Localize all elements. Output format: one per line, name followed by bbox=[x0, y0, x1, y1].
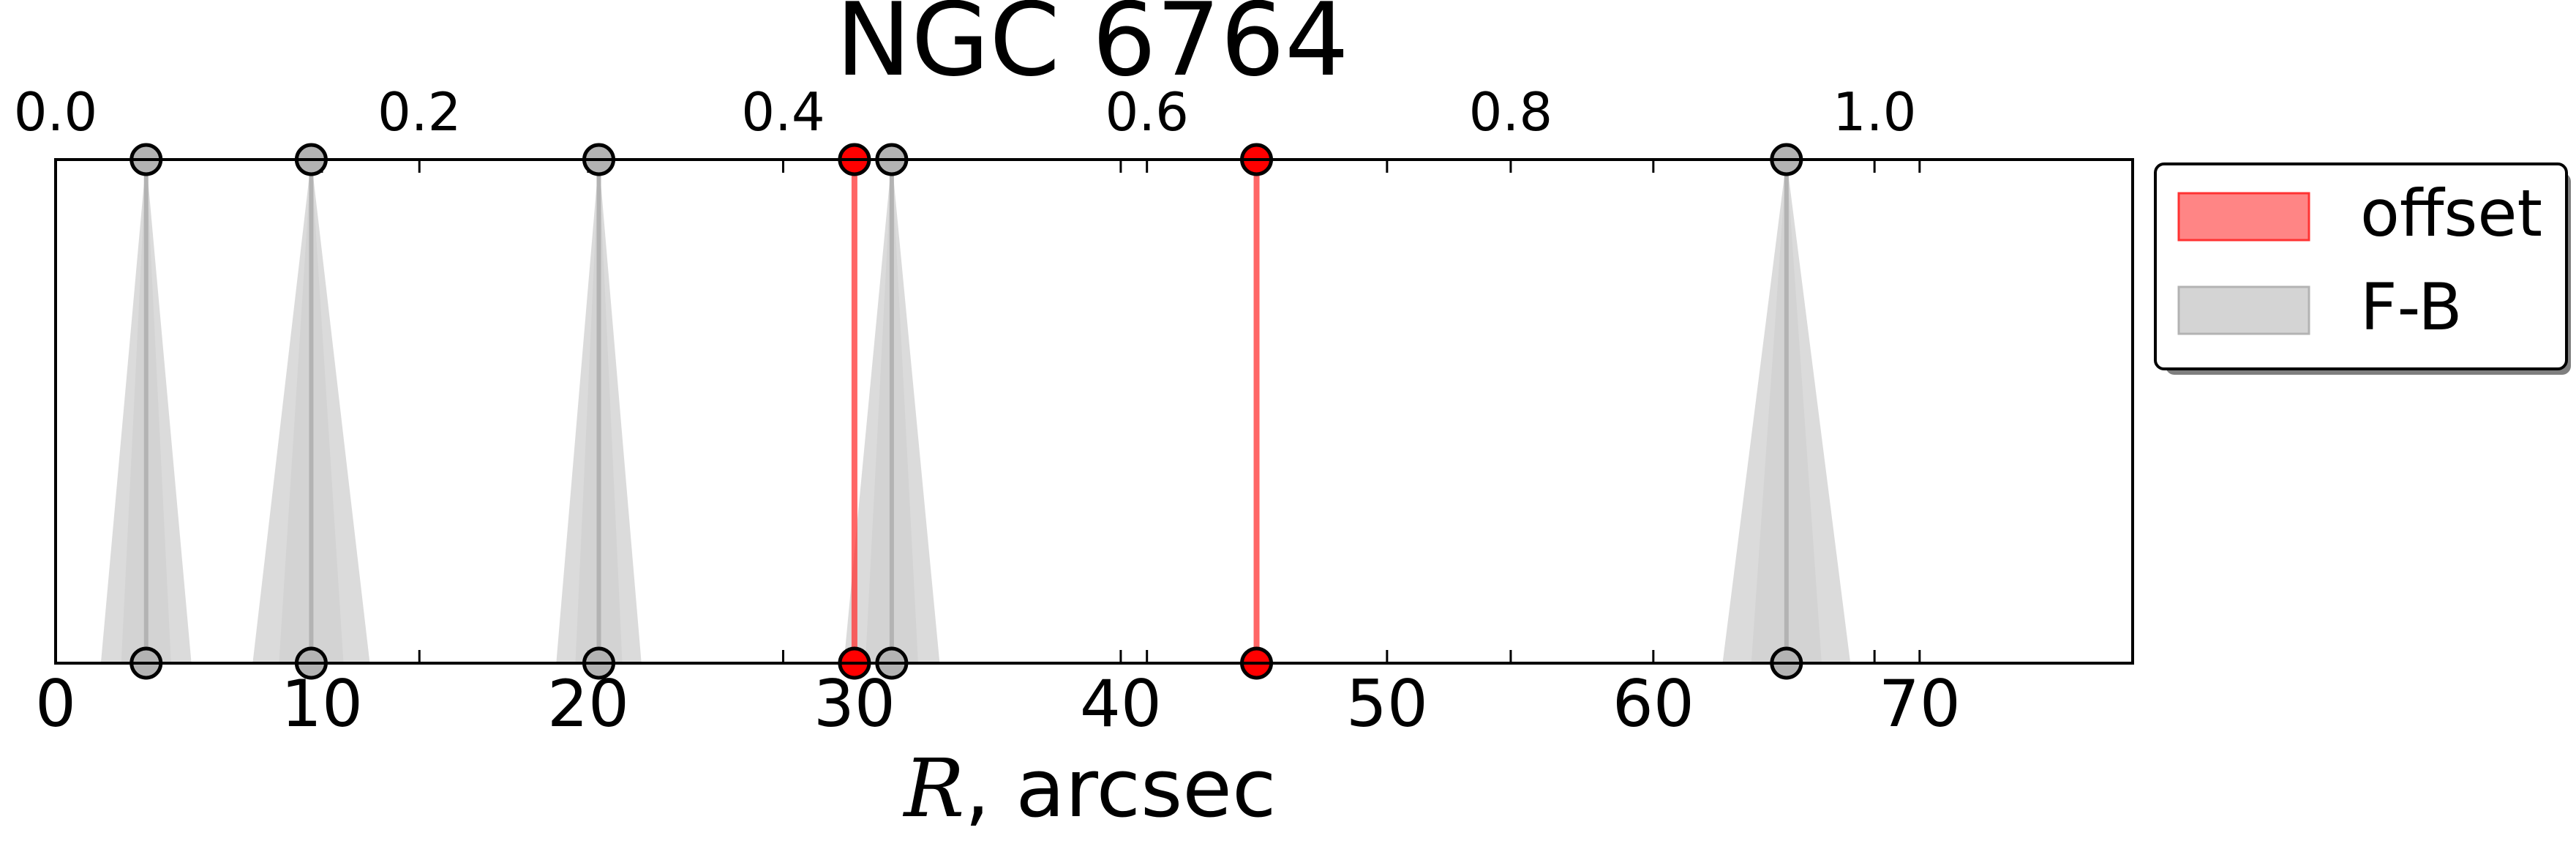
top-tick-label: 0.8 bbox=[1469, 81, 1553, 143]
chart-title: NGC 6764 bbox=[835, 0, 1349, 99]
top-tick-label: 0.0 bbox=[14, 81, 98, 143]
bottom-tick-label: 60 bbox=[1612, 666, 1694, 741]
top-axis: 0.0 0.2 0.4 0.6 0.8 1.0 bbox=[14, 81, 1917, 663]
bottom-tick-label: 40 bbox=[1080, 666, 1162, 741]
bottom-tick-label: 0 bbox=[35, 666, 76, 741]
legend-label-f-b: F-B bbox=[2360, 269, 2463, 345]
bottom-tick-label: 10 bbox=[281, 666, 363, 741]
top-tick-label: 0.4 bbox=[741, 81, 825, 143]
legend-swatch-f-b bbox=[2177, 285, 2310, 335]
bottom-tick-label: 20 bbox=[547, 666, 629, 741]
plot-frame bbox=[54, 158, 2134, 665]
bottom-axis: 0 10 20 30 40 50 60 70 bbox=[35, 160, 1961, 741]
top-tick-label: 0.6 bbox=[1105, 81, 1189, 143]
bottom-tick-label: 50 bbox=[1346, 666, 1428, 741]
legend-label-offset: offset bbox=[2360, 176, 2542, 251]
bottom-tick-label: 70 bbox=[1879, 666, 1961, 741]
x-axis-label-var: R bbox=[903, 741, 965, 835]
top-tick-label: 0.2 bbox=[378, 81, 462, 143]
legend-swatch-offset bbox=[2177, 192, 2310, 242]
x-axis-label: R, arcsec bbox=[903, 741, 1277, 835]
legend: offset F-B bbox=[2154, 162, 2571, 375]
x-axis-label-unit: , arcsec bbox=[964, 741, 1276, 835]
top-tick-label: 1.0 bbox=[1833, 81, 1917, 143]
series-f-b bbox=[100, 143, 1851, 680]
